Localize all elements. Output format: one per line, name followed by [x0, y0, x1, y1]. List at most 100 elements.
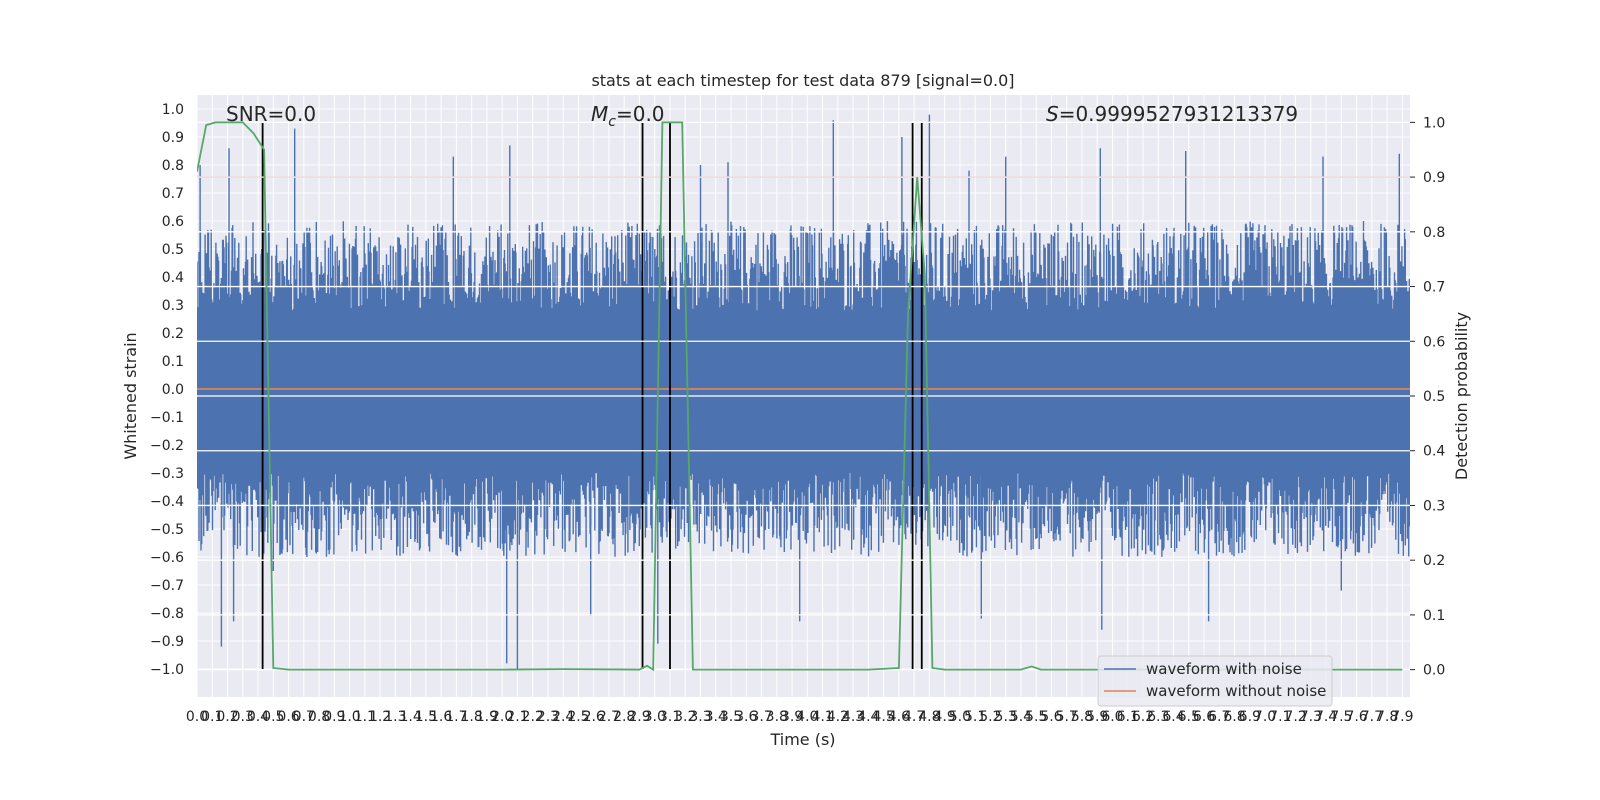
x-tick-label: 5.3	[995, 709, 1017, 725]
x-tick-label: 5.1	[964, 709, 986, 725]
x-tick-label: 7.8	[1376, 709, 1398, 725]
x-tick-label: 6.5	[1178, 709, 1200, 725]
x-tick-label: 4.2	[827, 709, 849, 725]
x-tick-label: 3.6	[735, 709, 757, 725]
x-tick-label: 3.0	[644, 709, 666, 725]
y-axis-left-ticks: 1.0 0.9 0.8 0.7 0.6 0.5 0.4 0.3 0.2 0.1 0.0 −0.1 −0.…	[150, 102, 184, 678]
x-tick-label: 7.7	[1361, 709, 1383, 725]
x-tick-label: 4.7	[903, 709, 925, 725]
x-tick-label: 7.1	[1269, 709, 1291, 725]
x-tick-label: 0.8	[308, 709, 330, 725]
x-tick-label: 4.8	[918, 709, 940, 725]
x-tick-label: 4.3	[842, 709, 864, 725]
probability-series	[197, 121, 1403, 672]
x-tick-label: 3.3	[689, 709, 711, 725]
x-tick-label: 7.3	[1300, 709, 1322, 725]
y-left-tick-label: 0.9	[162, 130, 184, 146]
x-tick-label: 7.5	[1330, 709, 1352, 725]
chirp-mass-subscript: c	[608, 114, 616, 130]
y-axis-right-ticks: 1.0 0.9 0.8 0.7 0.6 0.5 0.4 0.3 0.2 0.1 0.0	[1410, 115, 1445, 679]
x-tick-label: 0.6	[277, 709, 299, 725]
score-value: =0.9999527931213379	[1059, 102, 1298, 126]
x-tick-label: 5.8	[1071, 709, 1093, 725]
x-tick-label: 6.0	[1101, 709, 1123, 725]
x-tick-label: 6.6	[1193, 709, 1215, 725]
x-tick-label: 0.5	[262, 709, 284, 725]
x-tick-label: 4.9	[934, 709, 956, 725]
legend-box	[1097, 655, 1333, 707]
x-tick-label: 2.4	[552, 709, 574, 725]
y-right-tick-label: 0.2	[1423, 553, 1445, 569]
y-left-tick-label: 0.4	[162, 270, 184, 286]
x-tick-label: 6.2	[1132, 709, 1154, 725]
y-left-tick-label: 0.0	[162, 382, 184, 398]
x-tick-label: 1.0	[338, 709, 360, 725]
x-tick-label: 1.5	[415, 709, 437, 725]
y-right-tick-label: 0.6	[1423, 334, 1445, 350]
x-tick-label: 3.4	[705, 709, 727, 725]
x-tick-label: 1.8	[461, 709, 483, 725]
y-left-tick-label: 0.2	[162, 326, 184, 342]
y-left-tick-label: −0.5	[150, 522, 184, 538]
x-tick-label: 5.6	[1040, 709, 1062, 725]
x-tick-label: 0.7	[293, 709, 315, 725]
x-tick-label: 0.4	[247, 709, 269, 725]
x-tick-label: 6.8	[1223, 709, 1245, 725]
x-tick-label: 5.7	[1056, 709, 1078, 725]
snr-annotation: SNR=0.0	[226, 102, 316, 126]
x-tick-label: 2.0	[491, 709, 513, 725]
chirp-mass-annotation: Mc=0.0	[591, 102, 665, 130]
x-tick-label: 0.0	[186, 709, 208, 725]
x-tick-label: 6.9	[1239, 709, 1261, 725]
x-tick-label: 1.1	[354, 709, 376, 725]
score-symbol: S	[1046, 102, 1059, 126]
x-tick-label: 3.2	[674, 709, 696, 725]
y-axis-left-label: Whitened strain	[121, 332, 140, 459]
x-tick-label: 6.4	[1162, 709, 1184, 725]
x-tick-label: 2.1	[506, 709, 528, 725]
y-left-tick-label: 0.3	[162, 298, 184, 314]
y-right-tick-label: 0.0	[1423, 663, 1445, 679]
x-tick-label: 3.1	[659, 709, 681, 725]
x-tick-label: 7.2	[1284, 709, 1306, 725]
x-axis-ticks: 0.00.10.20.30.40.50.60.70.80.91.01.11.21…	[186, 709, 1414, 725]
x-tick-label: 1.3	[384, 709, 406, 725]
x-tick-label: 7.4	[1315, 709, 1337, 725]
legend: waveform with noise waveform without noi…	[1097, 655, 1333, 707]
y-left-tick-label: 0.8	[162, 158, 184, 174]
x-tick-label: 4.5	[872, 709, 894, 725]
y-right-tick-label: 0.9	[1423, 170, 1445, 186]
x-tick-label: 5.4	[1010, 709, 1032, 725]
chirp-mass-value: =0.0	[616, 102, 665, 126]
x-tick-label: 2.5	[567, 709, 589, 725]
x-tick-label: 5.5	[1025, 709, 1047, 725]
legend-label-clean: waveform without noise	[1146, 682, 1326, 700]
y-left-tick-label: −0.1	[150, 410, 184, 426]
y-right-tick-label: 0.1	[1423, 608, 1445, 624]
x-tick-label: 2.7	[598, 709, 620, 725]
y-right-tick-label: 0.3	[1423, 498, 1445, 514]
x-tick-label: 0.2	[216, 709, 238, 725]
x-tick-label: 1.6	[430, 709, 452, 725]
score-annotation: S=0.9999527931213379	[1046, 102, 1298, 126]
x-tick-label: 6.3	[1147, 709, 1169, 725]
detection-probability-line	[197, 121, 1403, 672]
waveform-dense-band	[197, 333, 1410, 451]
legend-label-noise: waveform with noise	[1146, 660, 1302, 678]
x-tick-label: 3.9	[781, 709, 803, 725]
x-tick-label: 2.2	[522, 709, 544, 725]
x-tick-label: 7.0	[1254, 709, 1276, 725]
y-right-tick-label: 1.0	[1423, 115, 1445, 131]
x-tick-label: 3.8	[766, 709, 788, 725]
x-tick-label: 2.3	[537, 709, 559, 725]
y-left-tick-label: −0.9	[150, 634, 184, 650]
x-tick-label: 6.1	[1117, 709, 1139, 725]
x-tick-label: 4.1	[811, 709, 833, 725]
y-left-tick-label: 0.5	[162, 242, 184, 258]
y-left-tick-label: 0.1	[162, 354, 184, 370]
y-left-tick-label: −0.4	[150, 494, 184, 510]
y-left-tick-label: −0.8	[150, 606, 184, 622]
x-tick-label: 2.9	[628, 709, 650, 725]
y-left-tick-label: 1.0	[162, 102, 184, 118]
